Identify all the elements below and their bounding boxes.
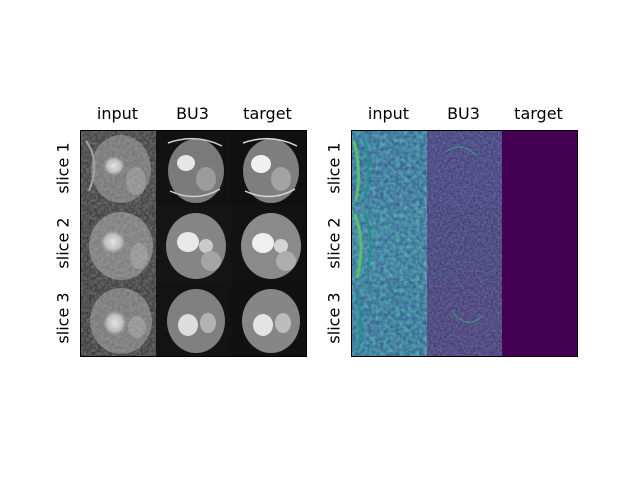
right-col-title-input: input — [367, 104, 410, 123]
left-row-label-slice-1: slice 1 — [53, 142, 73, 194]
error-bu3-slice-3 — [427, 281, 502, 356]
image-target-slice-2 — [231, 206, 306, 281]
image-input-slice-3 — [81, 281, 156, 356]
error-map-grid — [351, 130, 578, 357]
right-col-title-bu3: BU3 — [447, 104, 480, 123]
error-target-slice-3 — [502, 281, 577, 356]
left-col-title-bu3: BU3 — [176, 104, 209, 123]
image-bu3-slice-1 — [156, 131, 231, 206]
right-row-label-slice-3: slice 3 — [324, 292, 344, 344]
image-bu3-slice-2 — [156, 206, 231, 281]
left-row-label-slice-3: slice 3 — [53, 292, 73, 344]
right-row-label-slice-1: slice 1 — [324, 142, 344, 194]
image-target-slice-1 — [231, 131, 306, 206]
error-bu3-slice-1 — [427, 131, 502, 206]
right-col-title-target: target — [514, 104, 563, 123]
left-col-title-target: target — [243, 104, 292, 123]
error-target-slice-2 — [502, 206, 577, 281]
grayscale-image-grid — [80, 130, 307, 357]
error-input-slice-2 — [352, 206, 427, 281]
image-target-slice-3 — [231, 281, 306, 356]
image-bu3-slice-3 — [156, 281, 231, 356]
error-input-slice-3 — [352, 281, 427, 356]
error-bu3-slice-2 — [427, 206, 502, 281]
image-input-slice-2 — [81, 206, 156, 281]
left-row-label-slice-2: slice 2 — [53, 217, 73, 269]
error-input-slice-1 — [352, 131, 427, 206]
right-row-label-slice-2: slice 2 — [324, 217, 344, 269]
error-target-slice-1 — [502, 131, 577, 206]
left-col-title-input: input — [96, 104, 139, 123]
image-input-slice-1 — [81, 131, 156, 206]
